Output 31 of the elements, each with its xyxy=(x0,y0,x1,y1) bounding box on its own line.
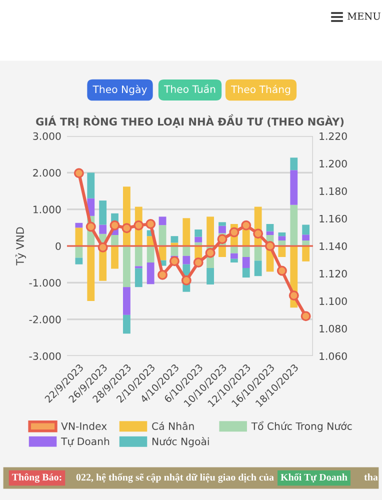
y-tick-label: 2.000 xyxy=(33,168,61,177)
text: tha xyxy=(364,473,378,481)
y2-tick-label: 1.120 xyxy=(320,270,347,278)
y2-tick-label: 1.080 xyxy=(320,324,347,332)
y-tick-label: -2.000 xyxy=(29,316,61,324)
y-tick-label: -3.000 xyxy=(29,352,61,360)
legend-label: VN-Index xyxy=(61,422,107,430)
y2-tick-label: 1.220 xyxy=(320,132,347,140)
y2-tick-label: 1.140 xyxy=(320,242,347,250)
text: Thông Báo: xyxy=(12,473,62,483)
y-tick-label: 3.000 xyxy=(33,132,61,140)
y2-tick-label: 1.180 xyxy=(320,187,347,195)
y-tick-label: -1.000 xyxy=(29,278,61,287)
text: Khối Tự Doanh xyxy=(280,473,348,482)
y-axis-title: Tỷ VND xyxy=(15,227,26,266)
y2-tick-label: 1.100 xyxy=(320,297,347,305)
text: Theo Tuần xyxy=(164,84,216,93)
legend-label: Tổ Chức Trong Nước xyxy=(251,421,352,432)
legend-label: Tự Doanh xyxy=(60,437,110,447)
y2-tick-label: 1.200 xyxy=(320,160,347,168)
text: Theo Tháng xyxy=(230,84,290,96)
chart-title: GIÁ TRỊ RÒNG THEO LOẠI NHÀ ĐẦU TƯ (THEO NGÀY) xyxy=(36,114,344,128)
text: Theo Ngày xyxy=(92,84,147,96)
text: MENU xyxy=(348,12,380,20)
y2-tick-label: 1.160 xyxy=(320,214,347,222)
y-tick-label: 1.000 xyxy=(34,206,61,214)
y2-tick-label: 1.060 xyxy=(320,352,347,360)
legend-label: Cá Nhân xyxy=(152,422,194,430)
y-tick-label: 0 xyxy=(56,242,61,250)
text: 022, hệ thống sẽ cập nhật dữ liệu giao dịch của xyxy=(76,473,274,483)
legend-label: Nước Ngoài xyxy=(152,437,209,448)
